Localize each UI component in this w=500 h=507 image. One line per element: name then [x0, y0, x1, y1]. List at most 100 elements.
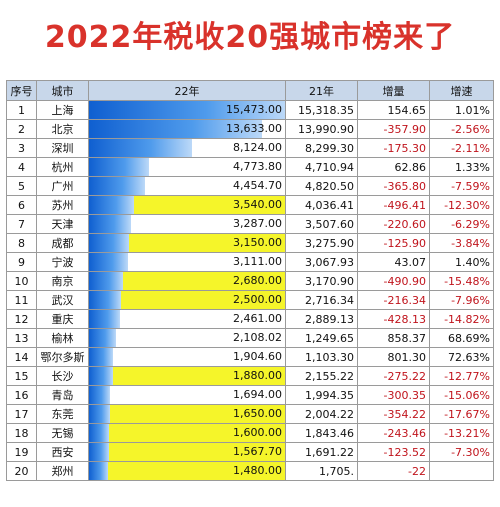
- highlight-fill: [128, 234, 285, 252]
- rank-cell: 4: [6, 157, 37, 177]
- value-2022: 4,454.70: [233, 179, 282, 192]
- city-cell: 天津: [36, 214, 89, 234]
- rank-cell: 8: [6, 233, 37, 253]
- value-2022: 13,633.00: [226, 122, 282, 135]
- value-2021-cell: 1,705.: [285, 461, 358, 481]
- increase-cell: -428.13: [357, 309, 430, 329]
- value-2021-cell: 2,155.22: [285, 366, 358, 386]
- table-row: 5 广州 4,454.70 4,820.50 -365.80 -7.59%: [6, 176, 494, 196]
- rank-cell: 6: [6, 195, 37, 215]
- value-2022: 1,904.60: [233, 350, 282, 363]
- bar-2022: [89, 348, 114, 366]
- growth-cell: -12.77%: [429, 366, 494, 386]
- table-row: 17 东莞 1,650.00 2,004.22 -354.22 -17.67%: [6, 404, 494, 424]
- city-cell: 上海: [36, 100, 89, 120]
- value-2021-cell: 1,994.35: [285, 385, 358, 405]
- increase-cell: -365.80: [357, 176, 430, 196]
- growth-cell: -15.06%: [429, 385, 494, 405]
- highlight-fill: [112, 367, 285, 385]
- bar-2022: [89, 158, 150, 176]
- increase-cell: 858.37: [357, 328, 430, 348]
- bar-cell: 4,773.80: [88, 157, 286, 177]
- table-row: 12 重庆 2,461.00 2,889.13 -428.13 -14.82%: [6, 309, 494, 329]
- increase-cell: -175.30: [357, 138, 430, 158]
- table-row: 11 武汉 2,500.00 2,716.34 -216.34 -7.96%: [6, 290, 494, 310]
- increase-cell: -496.41: [357, 195, 430, 215]
- bar-cell: 1,904.60: [88, 347, 286, 367]
- value-2021-cell: 4,036.41: [285, 195, 358, 215]
- growth-cell: -15.48%: [429, 271, 494, 291]
- rank-cell: 7: [6, 214, 37, 234]
- city-cell: 北京: [36, 119, 89, 139]
- table-row: 7 天津 3,287.00 3,507.60 -220.60 -6.29%: [6, 214, 494, 234]
- bar-2022: [89, 101, 285, 119]
- bar-cell: 3,287.00: [88, 214, 286, 234]
- bar-2022: [89, 120, 262, 138]
- value-2021-cell: 15,318.35: [285, 100, 358, 120]
- bar-cell: 1,567.70: [88, 442, 286, 462]
- value-2021-cell: 2,889.13: [285, 309, 358, 329]
- page-title: 2022年税收20强城市榜来了: [44, 20, 456, 55]
- table-row: 20 郑州 1,480.00 1,705. -22: [6, 461, 494, 481]
- bar-2022: [89, 424, 110, 442]
- value-2021-cell: 1,249.65: [285, 328, 358, 348]
- bar-2022: [89, 367, 113, 385]
- highlight-fill: [109, 405, 285, 423]
- growth-cell: -2.56%: [429, 119, 494, 139]
- value-2022: 2,108.02: [233, 331, 282, 344]
- highlight-fill: [120, 291, 285, 309]
- value-2021-cell: 3,170.90: [285, 271, 358, 291]
- col-header-growth: 增速: [429, 80, 494, 101]
- value-2022: 1,880.00: [233, 369, 282, 382]
- growth-cell: -13.21%: [429, 423, 494, 443]
- city-cell: 成都: [36, 233, 89, 253]
- bar-cell: 2,500.00: [88, 290, 286, 310]
- value-2022: 3,540.00: [233, 198, 282, 211]
- bar-2022: [89, 462, 108, 480]
- value-2021-cell: 1,691.22: [285, 442, 358, 462]
- highlight-fill: [133, 196, 285, 214]
- col-header-2021: 21年: [285, 80, 358, 101]
- table-body: 1 上海 15,473.00 15,318.35 154.65 1.01% 2 北京 13,63…: [6, 100, 494, 481]
- bar-cell: 4,454.70: [88, 176, 286, 196]
- table-row: 2 北京 13,633.00 13,990.90 -357.90 -2.56%: [6, 119, 494, 139]
- increase-cell: -275.22: [357, 366, 430, 386]
- growth-cell: -7.30%: [429, 442, 494, 462]
- bar-2022: [89, 177, 146, 195]
- table-row: 18 无锡 1,600.00 1,843.46 -243.46 -13.21%: [6, 423, 494, 443]
- bar-cell: 1,880.00: [88, 366, 286, 386]
- increase-cell: -125.90: [357, 233, 430, 253]
- value-2022: 1,600.00: [233, 426, 282, 439]
- rank-cell: 15: [6, 366, 37, 386]
- table-row: 15 长沙 1,880.00 2,155.22 -275.22 -12.77%: [6, 366, 494, 386]
- value-2022: 3,287.00: [233, 217, 282, 230]
- rank-cell: 2: [6, 119, 37, 139]
- bar-cell: 3,150.00: [88, 233, 286, 253]
- growth-cell: 1.01%: [429, 100, 494, 120]
- value-2022: 15,473.00: [226, 103, 282, 116]
- increase-cell: 62.86: [357, 157, 430, 177]
- increase-cell: 154.65: [357, 100, 430, 120]
- increase-cell: -123.52: [357, 442, 430, 462]
- bar-cell: 1,600.00: [88, 423, 286, 443]
- col-header-rank: 序号: [6, 80, 37, 101]
- bar-cell: 1,694.00: [88, 385, 286, 405]
- value-2022: 1,567.70: [233, 445, 282, 458]
- city-cell: 郑州: [36, 461, 89, 481]
- rank-cell: 13: [6, 328, 37, 348]
- rank-cell: 17: [6, 404, 37, 424]
- rank-cell: 19: [6, 442, 37, 462]
- table-row: 8 成都 3,150.00 3,275.90 -125.90 -3.84%: [6, 233, 494, 253]
- growth-cell: 1.40%: [429, 252, 494, 272]
- value-2021-cell: 2,004.22: [285, 404, 358, 424]
- col-header-2022: 22年: [88, 80, 286, 101]
- value-2022: 3,111.00: [233, 255, 282, 268]
- value-2022: 3,150.00: [233, 236, 282, 249]
- table-row: 16 青岛 1,694.00 1,994.35 -300.35 -15.06%: [6, 385, 494, 405]
- rank-cell: 11: [6, 290, 37, 310]
- value-2022: 2,680.00: [233, 274, 282, 287]
- value-2022: 1,480.00: [233, 464, 282, 477]
- rank-cell: 9: [6, 252, 37, 272]
- table-row: 1 上海 15,473.00 15,318.35 154.65 1.01%: [6, 100, 494, 120]
- bar-2022: [89, 329, 116, 347]
